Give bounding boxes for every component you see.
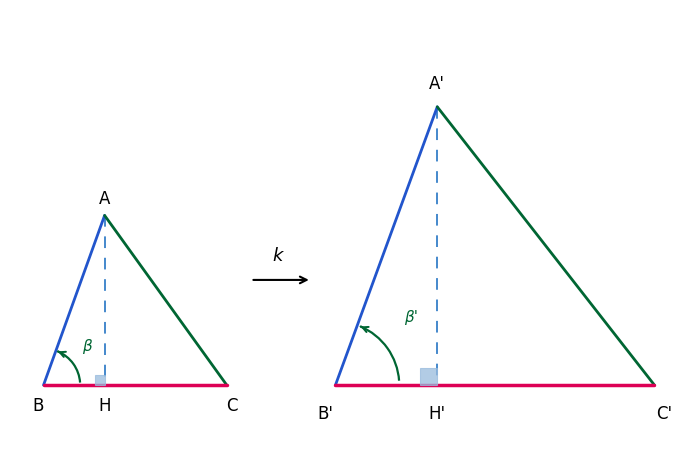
Text: C': C' bbox=[656, 405, 672, 422]
Bar bbox=[94, 375, 105, 386]
Text: β: β bbox=[82, 338, 92, 354]
Text: C: C bbox=[227, 397, 238, 414]
Text: B': B' bbox=[318, 405, 334, 422]
Text: A': A' bbox=[429, 74, 445, 92]
Text: β': β' bbox=[404, 310, 418, 325]
Text: H: H bbox=[98, 397, 111, 414]
Text: A: A bbox=[99, 189, 110, 207]
Text: k: k bbox=[272, 247, 283, 265]
Text: B: B bbox=[32, 397, 44, 414]
Text: H': H' bbox=[429, 405, 446, 422]
Bar bbox=[419, 368, 437, 386]
